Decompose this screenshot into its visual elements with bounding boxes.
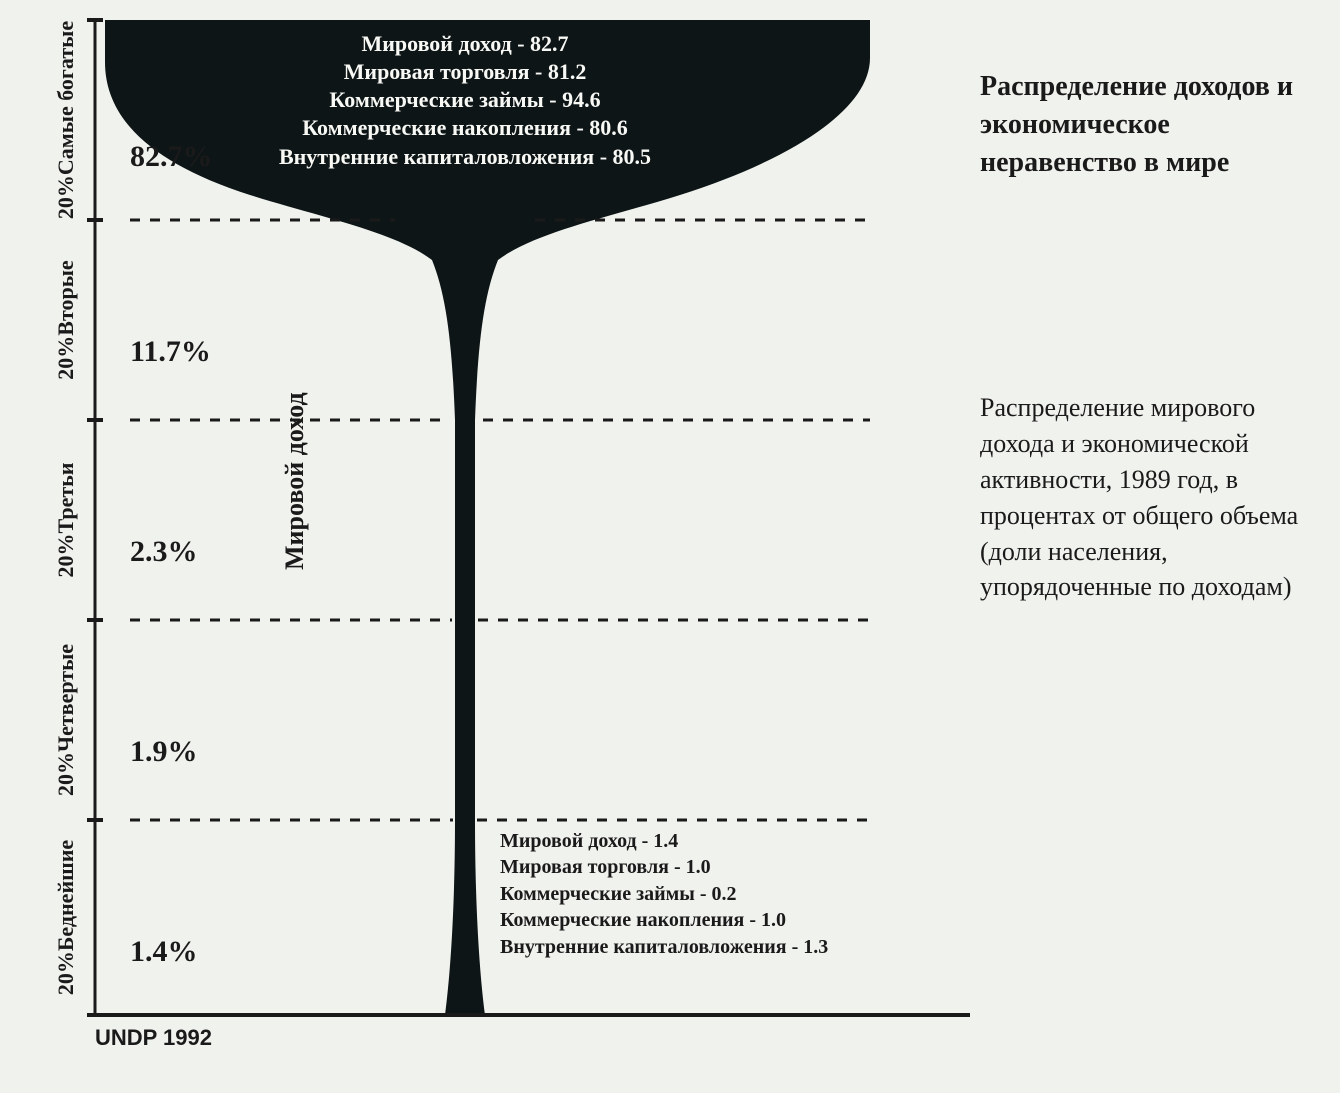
source-citation: UNDP 1992 (95, 1025, 212, 1051)
quintile-label: 20%Беднейшие (53, 820, 79, 1015)
chart-title: Распределение доходов и экономическое не… (980, 68, 1300, 181)
quintile-dashes (130, 220, 870, 820)
quintile-percent: 2.3% (130, 535, 198, 569)
stat-line: Коммерческие займы - 94.6 (185, 86, 745, 114)
stat-line: Внутренние капиталовложения - 80.5 (185, 143, 745, 171)
stat-line: Мировой доход - 1.4 (500, 828, 828, 854)
stat-line: Коммерческие накопления - 80.6 (185, 114, 745, 142)
bottom-quintile-stats: Мировой доход - 1.4Мировая торговля - 1.… (500, 828, 828, 960)
quintile-percent: 1.4% (130, 935, 198, 969)
stat-line: Мировая торговля - 81.2 (185, 58, 745, 86)
quintile-label: 20%Третьи (53, 420, 79, 620)
quintile-percent: 11.7% (130, 335, 211, 369)
quintile-percent: 1.9% (130, 735, 198, 769)
stat-line: Коммерческие займы - 0.2 (500, 881, 828, 907)
chart-stage: 20%Самые богатые82.7%20%Вторые11.7%20%Тр… (0, 0, 1340, 1093)
stat-line: Внутренние капиталовложения - 1.3 (500, 934, 828, 960)
stat-line: Мировой доход - 82.7 (185, 30, 745, 58)
chart-description: Распределение мирового дохода и экономич… (980, 390, 1310, 605)
top-quintile-stats: Мировой доход - 82.7Мировая торговля - 8… (185, 30, 745, 171)
quintile-label: 20%Самые богатые (53, 20, 79, 220)
quintile-label: 20%Вторые (53, 220, 79, 420)
axis-title: Мировой доход (280, 392, 310, 570)
stat-line: Коммерческие накопления - 1.0 (500, 907, 828, 933)
quintile-label: 20%Четвертые (53, 620, 79, 820)
stat-line: Мировая торговля - 1.0 (500, 854, 828, 880)
